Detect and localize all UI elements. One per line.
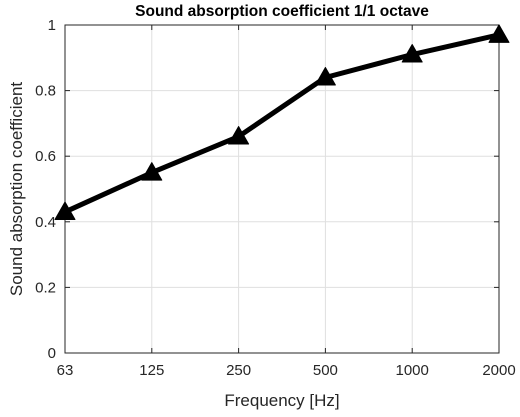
- data-point-marker: [488, 24, 510, 43]
- data-point-marker: [141, 162, 163, 181]
- x-tick-label: 1000: [396, 362, 429, 379]
- y-axis-label: Sound absorption coefficient: [7, 82, 26, 297]
- x-tick-label: 63: [57, 362, 74, 379]
- series-group: [54, 24, 510, 220]
- data-point-marker: [228, 126, 250, 145]
- x-tick-label: 250: [226, 362, 251, 379]
- y-tick-label: 0.8: [35, 83, 56, 100]
- tick-labels: 63 125 250 500 1000 2000 0 0.2 0.4 0.6 0.8 1: [35, 17, 516, 379]
- plot-area-border: [64, 24, 500, 354]
- y-tick-label: 0.2: [35, 279, 56, 296]
- y-tick-label: 1: [48, 17, 56, 34]
- chart-title: Sound absorption coefficient 1/1 octave: [135, 3, 429, 20]
- data-point-marker: [314, 66, 336, 86]
- series-line: [62, 32, 502, 215]
- x-tick-label: 500: [313, 362, 338, 379]
- y-tick-label: 0.4: [35, 214, 56, 231]
- data-point-marker: [401, 44, 423, 63]
- data-point-marker: [54, 201, 76, 220]
- x-tick-label: 2000: [482, 362, 515, 379]
- axes: [64, 24, 500, 354]
- grid-lines: [64, 24, 500, 354]
- y-tick-label: 0.6: [35, 148, 56, 165]
- x-axis-label: Frequency [Hz]: [224, 391, 339, 410]
- y-tick-label: 0: [48, 345, 56, 362]
- x-tick-label: 125: [139, 362, 164, 379]
